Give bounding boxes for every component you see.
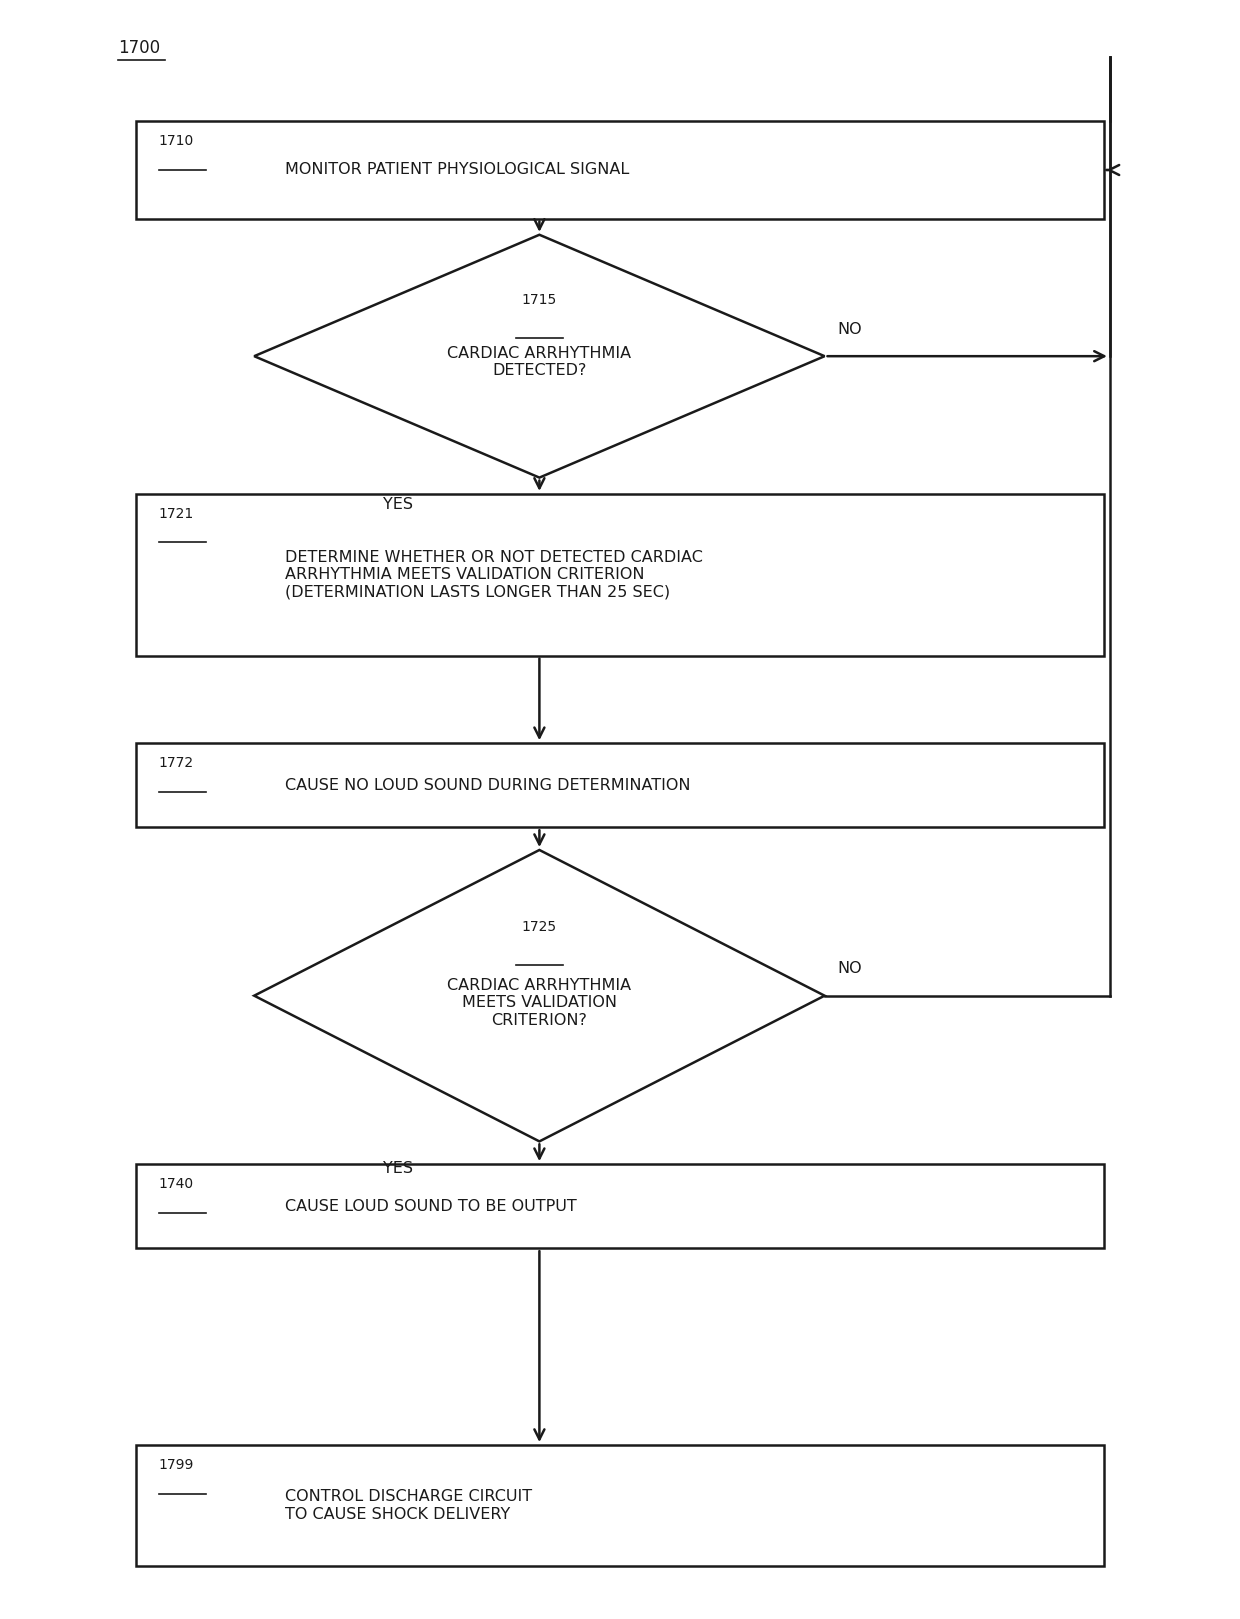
Text: 1721: 1721 [159, 507, 193, 521]
Text: CARDIAC ARRHYTHMIA
DETECTED?: CARDIAC ARRHYTHMIA DETECTED? [448, 346, 631, 379]
Text: 1772: 1772 [159, 756, 193, 771]
Text: 1700: 1700 [118, 39, 160, 57]
Text: YES: YES [382, 497, 413, 512]
Text: 1710: 1710 [159, 134, 193, 149]
Bar [136, 494, 1104, 656]
Text: 1799: 1799 [159, 1457, 195, 1472]
Text: CONTROL DISCHARGE CIRCUIT
TO CAUSE SHOCK DELIVERY: CONTROL DISCHARGE CIRCUIT TO CAUSE SHOCK… [285, 1489, 532, 1522]
Polygon shape [254, 235, 825, 478]
Text: CAUSE LOUD SOUND TO BE OUTPUT: CAUSE LOUD SOUND TO BE OUTPUT [285, 1198, 577, 1214]
Polygon shape [254, 850, 825, 1141]
Text: CAUSE NO LOUD SOUND DURING DETERMINATION: CAUSE NO LOUD SOUND DURING DETERMINATION [285, 777, 691, 793]
Text: DETERMINE WHETHER OR NOT DETECTED CARDIAC
ARRHYTHMIA MEETS VALIDATION CRITERION
: DETERMINE WHETHER OR NOT DETECTED CARDIA… [285, 550, 703, 599]
Bar [136, 121, 1104, 219]
Text: YES: YES [382, 1161, 413, 1175]
Bar [136, 1164, 1104, 1248]
Text: CARDIAC ARRHYTHMIA
MEETS VALIDATION
CRITERION?: CARDIAC ARRHYTHMIA MEETS VALIDATION CRIT… [448, 978, 631, 1028]
Text: NO: NO [837, 962, 862, 976]
Text: NO: NO [837, 322, 862, 337]
Text: 1725: 1725 [522, 920, 557, 934]
Text: 1715: 1715 [522, 293, 557, 308]
Bar [136, 1444, 1104, 1567]
Text: MONITOR PATIENT PHYSIOLOGICAL SIGNAL: MONITOR PATIENT PHYSIOLOGICAL SIGNAL [285, 162, 630, 178]
Bar [136, 743, 1104, 827]
Text: 1740: 1740 [159, 1177, 193, 1192]
